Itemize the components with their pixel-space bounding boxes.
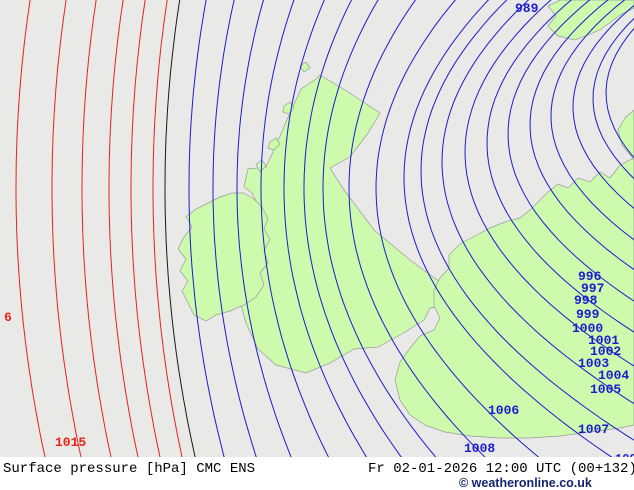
svg-text:1015: 1015 [55,435,86,450]
svg-text:1005: 1005 [590,382,621,397]
svg-text:1004: 1004 [598,368,629,383]
svg-text:1007: 1007 [578,422,609,437]
svg-text:© weatheronline.co.uk: © weatheronline.co.uk [459,476,592,490]
svg-text:Surface pressure [hPa] CMC E: Surface pressure [hPa] CMC ENS [3,461,255,477]
svg-text:998: 998 [574,293,598,308]
svg-text:1006: 1006 [488,403,519,418]
svg-text:989: 989 [515,1,539,16]
svg-text:1008: 1008 [464,441,495,456]
svg-text:6: 6 [4,310,12,325]
svg-text:999: 999 [576,307,600,322]
svg-text:Fr 02-01-2026 12:00 UTC (00+13: Fr 02-01-2026 12:00 UTC (00+132) [368,461,634,477]
